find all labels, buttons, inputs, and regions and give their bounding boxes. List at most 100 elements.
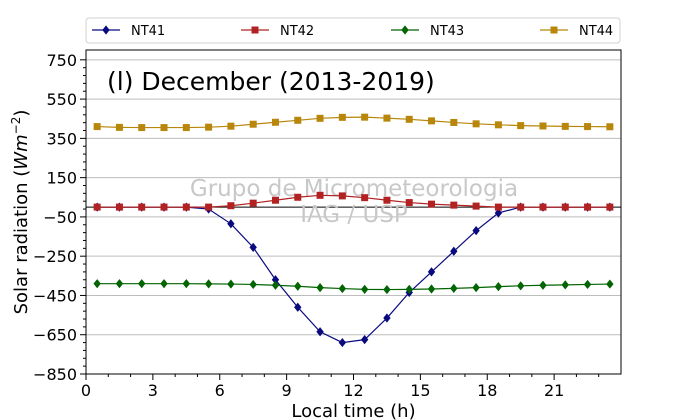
data-point <box>494 282 503 292</box>
data-point <box>316 114 324 122</box>
data-point <box>428 200 436 208</box>
data-point <box>93 279 101 289</box>
data-point <box>606 203 614 211</box>
data-point <box>316 327 324 337</box>
data-point <box>249 279 257 290</box>
data-point <box>160 203 168 211</box>
legend-label: NT43 <box>430 24 464 39</box>
data-point <box>606 123 614 131</box>
x-axis-ticks: 0 3 6 9 12 15 18 21 <box>81 374 600 400</box>
data-point <box>294 281 302 291</box>
y-axis-label-main: Solar radiation ( <box>11 170 32 315</box>
data-point <box>606 279 614 289</box>
data-point <box>182 203 190 211</box>
data-point <box>494 208 503 218</box>
y-tick-label: 750 <box>46 51 77 70</box>
x-tick-label: 21 <box>544 381 564 400</box>
data-point <box>316 282 324 293</box>
data-point <box>450 118 458 126</box>
data-point <box>227 202 235 210</box>
data-point <box>205 203 213 211</box>
x-tick-label: 9 <box>282 381 292 400</box>
data-point <box>271 280 280 290</box>
data-point <box>249 199 257 207</box>
data-point <box>93 203 101 211</box>
data-point <box>472 226 480 236</box>
data-point <box>249 120 257 128</box>
data-point <box>338 192 346 200</box>
data-point <box>383 114 391 122</box>
data-point <box>472 282 480 293</box>
x-tick-label: 12 <box>343 381 363 400</box>
legend-marker <box>102 25 110 35</box>
data-point <box>138 203 146 211</box>
data-point <box>383 313 391 323</box>
x-tick-label: 3 <box>148 381 158 400</box>
series-line-nt42 <box>97 194 610 208</box>
data-point <box>294 116 302 124</box>
data-point <box>360 335 369 345</box>
data-point <box>361 113 369 121</box>
data-point <box>405 284 413 294</box>
data-point <box>361 194 369 202</box>
data-point <box>405 115 413 123</box>
data-point <box>294 193 302 201</box>
chart-title: (l) December (2013-2019) <box>107 67 435 96</box>
legend-marker <box>251 26 259 34</box>
data-point <box>338 337 347 348</box>
data-point <box>227 279 235 289</box>
watermark-line-2: IAG / USP <box>300 202 408 228</box>
data-point <box>227 122 235 130</box>
y-tick-label: −50 <box>43 208 77 227</box>
y-axis-label: Solar radiation (Wm−2) <box>9 110 32 315</box>
y-tick-label: 350 <box>46 129 77 148</box>
data-point <box>539 122 547 130</box>
data-point <box>316 191 324 199</box>
data-point <box>271 196 279 204</box>
data-point <box>561 122 569 130</box>
series-group <box>93 113 614 348</box>
data-point <box>271 118 279 126</box>
x-tick-label: 0 <box>81 381 91 400</box>
legend-marker <box>550 26 558 34</box>
data-point <box>494 121 502 129</box>
x-axis-label: Local time (h) <box>291 401 415 420</box>
y-tick-label: −450 <box>33 286 77 305</box>
data-point <box>450 246 458 256</box>
y-axis-label-unit: Wm <box>11 134 32 169</box>
data-point <box>249 242 257 252</box>
data-point <box>517 203 525 211</box>
data-point <box>160 124 168 132</box>
y-tick-label: 150 <box>46 169 77 188</box>
series-nt42 <box>93 191 614 211</box>
data-point <box>115 203 123 211</box>
y-axis-ticks: 750 550 350 150 −50 −250 −450 −650 −850 <box>33 51 86 384</box>
data-point <box>138 124 146 132</box>
series-line-nt44 <box>97 116 610 129</box>
data-point <box>383 284 391 295</box>
series-nt44 <box>93 113 614 132</box>
data-point <box>539 203 547 211</box>
data-point <box>294 302 302 312</box>
legend-label: NT44 <box>579 24 613 39</box>
legend-box <box>85 17 621 44</box>
data-point <box>338 283 347 294</box>
y-axis-label-close: ) <box>11 110 32 117</box>
data-point <box>360 284 369 294</box>
x-tick-label: 6 <box>215 381 225 400</box>
data-point <box>405 199 413 207</box>
data-point <box>584 123 592 131</box>
data-point <box>227 219 235 229</box>
data-point <box>204 279 213 289</box>
data-point <box>561 280 569 290</box>
y-tick-label: −650 <box>33 326 77 345</box>
y-tick-label: −250 <box>33 247 77 266</box>
legend-label: NT41 <box>131 24 165 39</box>
data-point <box>383 196 391 204</box>
data-point <box>115 279 124 289</box>
y-tick-label: −850 <box>33 365 77 384</box>
data-point <box>182 124 190 132</box>
data-point <box>539 280 547 290</box>
data-point <box>115 123 123 131</box>
legend-marker <box>401 25 409 35</box>
